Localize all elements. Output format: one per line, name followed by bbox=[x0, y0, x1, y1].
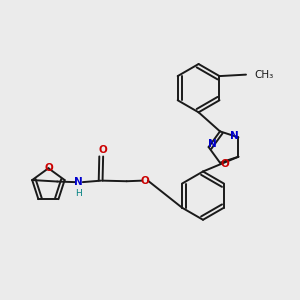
Text: O: O bbox=[221, 159, 230, 169]
Text: N: N bbox=[230, 131, 238, 141]
Text: O: O bbox=[141, 176, 149, 186]
Text: CH₃: CH₃ bbox=[254, 70, 274, 80]
Text: N: N bbox=[208, 139, 217, 149]
Text: H: H bbox=[75, 189, 82, 198]
Text: N: N bbox=[74, 177, 83, 187]
Text: O: O bbox=[44, 163, 53, 173]
Text: O: O bbox=[99, 145, 107, 155]
